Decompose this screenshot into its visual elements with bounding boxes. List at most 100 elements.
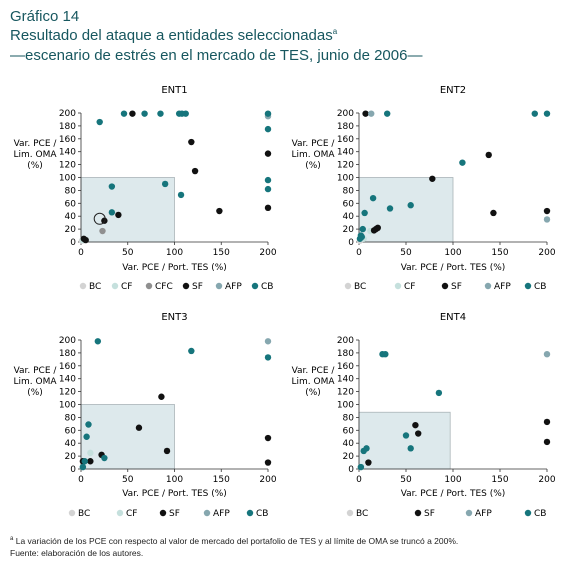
data-point-cb (459, 159, 466, 166)
legend-marker-cf (116, 509, 124, 517)
chart-ent4: ENT4 0 50 100 150 200 0 20 40 60 80 100 120 140 160 180… (291, 312, 555, 519)
y-tick-label: 20 (65, 452, 77, 462)
data-point-cb (264, 354, 272, 361)
y-tick-label: 80 (343, 413, 355, 423)
y-tick-label: 200 (337, 109, 354, 119)
legend-label-sf: SF (424, 509, 435, 519)
threshold-box (80, 404, 175, 470)
data-point-cb (101, 454, 108, 462)
data-point-cb (369, 194, 377, 202)
x-tick-label: 150 (213, 248, 230, 258)
x-axis-label: Var. PCE / Port. TES (%) (122, 489, 227, 499)
data-point-cb (531, 110, 538, 117)
legend-label-sf: SF (169, 509, 180, 519)
legend-marker-afp (465, 509, 473, 517)
data-point-cb (407, 202, 414, 209)
data-point-cb (264, 176, 272, 184)
legend-marker-afp (203, 509, 211, 517)
y-tick-label: 80 (343, 186, 355, 196)
data-point-sf (163, 447, 171, 455)
legend-label-afp: AFP (213, 509, 230, 519)
y-tick-label: 20 (343, 225, 355, 235)
y-tick-label: 200 (59, 109, 76, 119)
data-point-cb (81, 458, 88, 465)
legend-marker-cb (246, 509, 254, 517)
y-tick-label: 40 (343, 439, 355, 449)
y-tick-label: 60 (65, 426, 77, 436)
data-point-cb (108, 209, 116, 216)
y-axis-label: Lim. OMA (13, 150, 57, 160)
highlight-ring (93, 212, 106, 225)
x-tick-label: 50 (400, 248, 412, 258)
y-tick-label: 200 (337, 336, 354, 346)
data-point-cb (79, 463, 87, 471)
chart-title: ENT4 (440, 312, 466, 323)
data-point-cb (264, 125, 272, 133)
y-tick-label: 20 (343, 452, 355, 462)
x-axis-label: Var. PCE / Port. TES (%) (401, 263, 506, 273)
data-point-cfc (99, 227, 106, 235)
y-tick-label: 40 (343, 212, 355, 222)
legend-marker-bc (79, 282, 87, 290)
data-point-cb (177, 191, 185, 199)
chart-title: ENT2 (440, 85, 466, 96)
data-point-sf (374, 224, 381, 232)
x-tick-label: 200 (538, 475, 555, 485)
data-point-cb (120, 110, 128, 117)
data-point-sf (365, 459, 372, 466)
legend-label-bc: BC (354, 282, 366, 292)
data-point-sf (264, 434, 272, 442)
data-point-cb (141, 110, 148, 117)
y-axis-label: Lim. OMA (291, 377, 335, 387)
legend-marker-sf (441, 282, 449, 290)
data-point-sf (415, 430, 422, 437)
y-tick-label: 160 (337, 135, 354, 145)
data-point-sf (264, 150, 272, 157)
y-tick-label: 100 (337, 401, 354, 411)
x-tick-label: 100 (444, 475, 461, 485)
y-tick-label: 120 (337, 161, 354, 171)
legend-marker-bc (346, 509, 354, 517)
legend-label-cb: CB (261, 282, 273, 292)
y-tick-label: 0 (348, 465, 354, 475)
data-point-afp (543, 216, 551, 223)
legend-marker-cb (251, 282, 259, 290)
legend-marker-cf (394, 282, 402, 290)
x-tick-label: 150 (213, 475, 230, 485)
x-tick-label: 0 (78, 475, 84, 485)
legend-label-afp: AFP (494, 282, 511, 292)
legend-label-bc: BC (356, 509, 368, 519)
data-point-cb (402, 432, 410, 439)
y-tick-label: 200 (59, 336, 76, 346)
data-point-cb (264, 185, 272, 193)
x-tick-label: 200 (259, 475, 276, 485)
x-tick-label: 50 (400, 475, 412, 485)
data-point-cb (357, 463, 365, 471)
x-tick-label: 50 (122, 248, 134, 258)
y-tick-label: 160 (59, 135, 76, 145)
y-axis-label: Var. PCE / (14, 139, 58, 149)
source-note: Fuente: elaboración de los autores. (10, 548, 144, 558)
x-tick-label: 0 (356, 475, 362, 485)
data-point-cb (264, 110, 272, 117)
data-point-sf (543, 207, 551, 215)
legend-marker-cfc (145, 282, 153, 290)
legend-label-cf: CF (404, 282, 415, 292)
y-tick-label: 160 (59, 362, 76, 372)
data-point-cb (157, 110, 164, 117)
chart-title: ENT1 (161, 85, 187, 96)
legend-marker-sf (414, 509, 422, 517)
data-point-sf (485, 151, 492, 159)
y-tick-label: 180 (337, 122, 354, 132)
legend-label-cb: CB (256, 509, 268, 519)
figure-title-superscript: a (332, 27, 338, 36)
x-axis-label: Var. PCE / Port. TES (%) (122, 263, 227, 273)
y-tick-label: 180 (59, 349, 76, 359)
data-point-sf (412, 421, 419, 429)
data-point-sf (191, 167, 199, 175)
data-point-sf (82, 236, 89, 244)
y-tick-label: 120 (59, 161, 76, 171)
data-point-cb (83, 433, 90, 440)
y-tick-label: 40 (65, 439, 77, 449)
data-point-sf (429, 175, 436, 182)
